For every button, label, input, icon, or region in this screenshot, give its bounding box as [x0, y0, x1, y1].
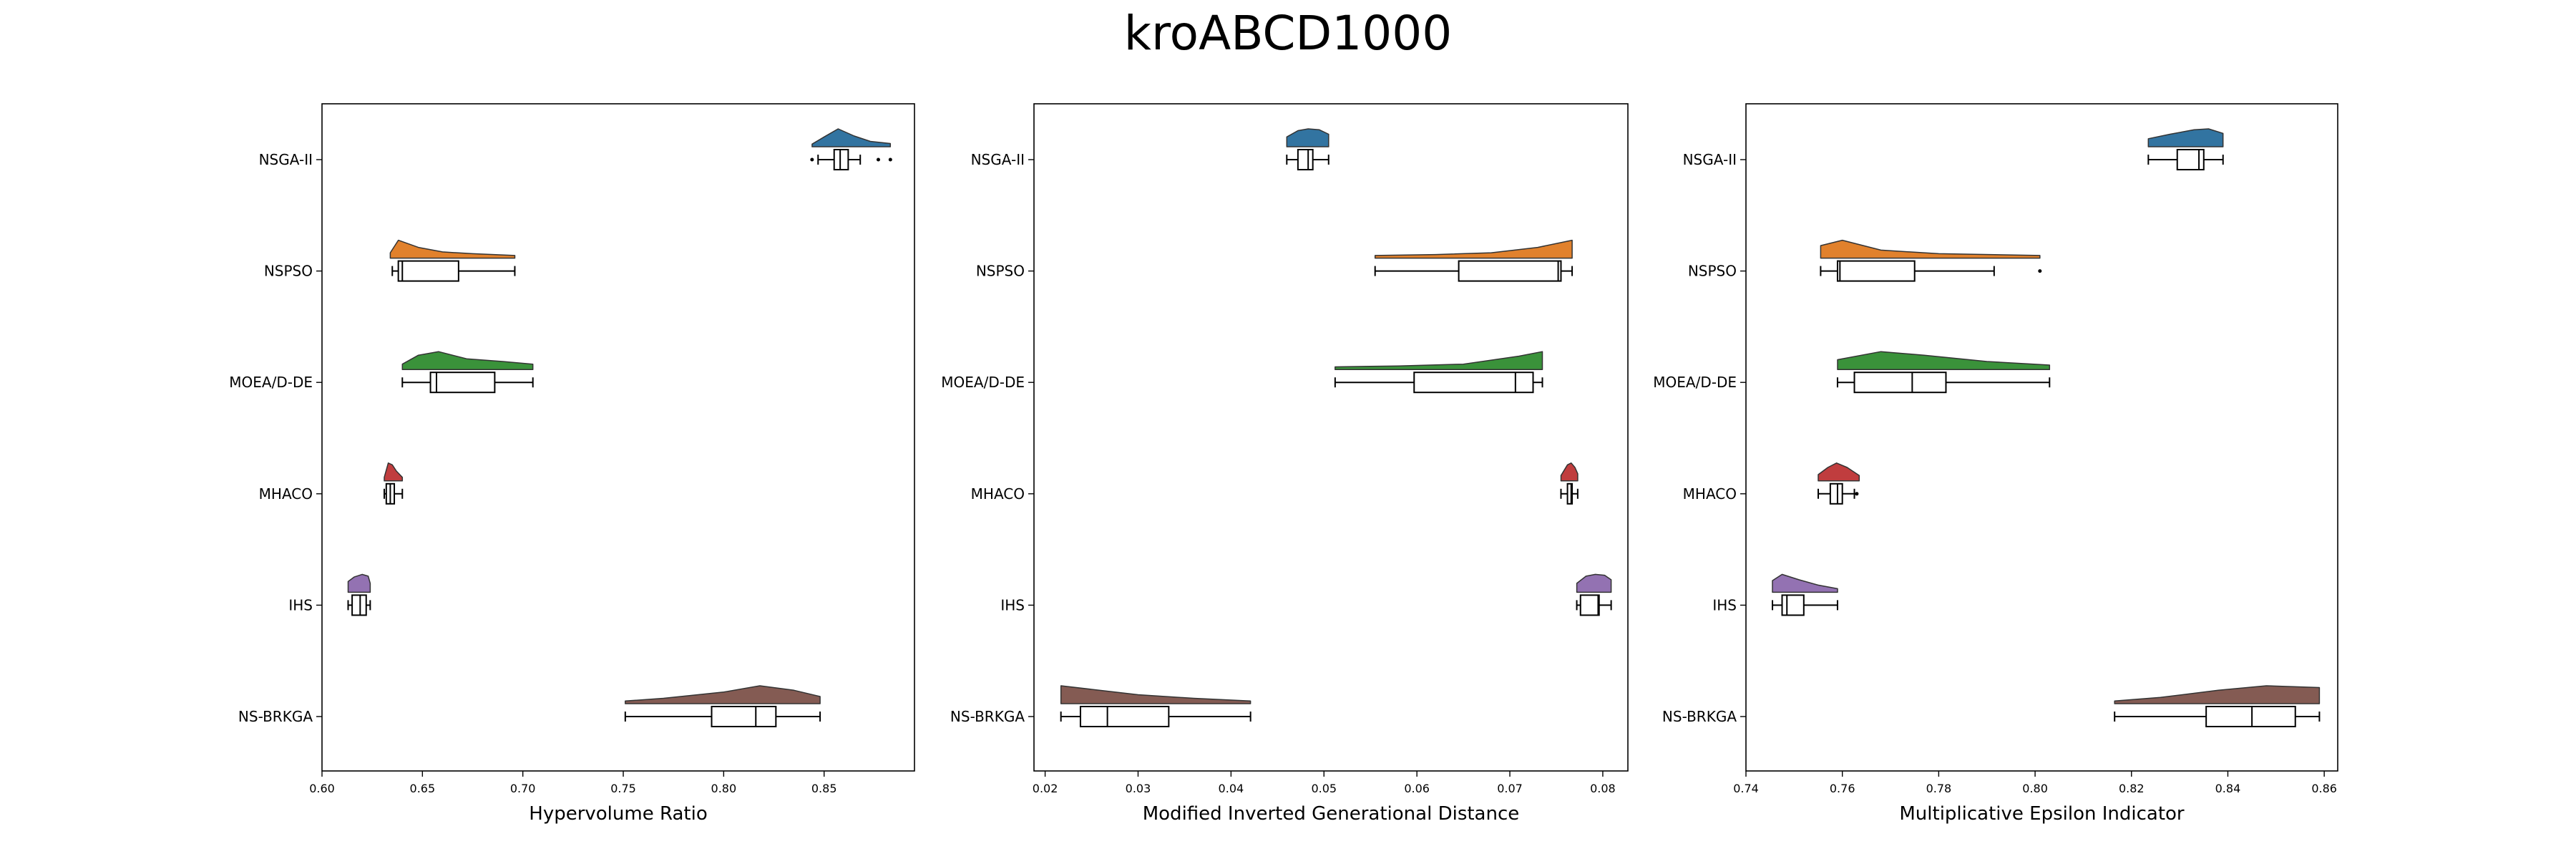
- x-tick-label: 0.02: [1033, 782, 1058, 795]
- y-tick-label: IHS: [1000, 596, 1025, 613]
- x-tick-label: 0.70: [510, 782, 536, 795]
- box-ns-brkga: [711, 706, 777, 727]
- outlier-point: [876, 157, 880, 162]
- cloud-nsga-ii: [811, 128, 892, 147]
- cloud-ns-brkga: [2114, 685, 2321, 704]
- y-tick-label: NSGA-II: [259, 151, 313, 168]
- y-tick-label: NSGA-II: [1683, 151, 1737, 168]
- cloud-ihs: [347, 573, 371, 593]
- y-tick-label: NSGA-II: [971, 151, 1025, 168]
- cloud-nsga-ii: [2147, 128, 2224, 147]
- box-moea-d-de: [1413, 372, 1534, 394]
- x-tick-label: 0.05: [1311, 782, 1337, 795]
- box-nsga-ii: [1297, 149, 1314, 170]
- box-ihs: [1781, 594, 1805, 616]
- x-tick-label: 0.84: [2215, 782, 2241, 795]
- x-tick-label: 0.76: [1830, 782, 1855, 795]
- cloud-nspso: [1820, 239, 2041, 259]
- y-tick-label: MOEA/D-DE: [941, 374, 1025, 391]
- x-tick-label: 0.80: [2022, 782, 2048, 795]
- y-tick-label: NSPSO: [976, 263, 1025, 280]
- x-tick-label: 0.07: [1497, 782, 1523, 795]
- y-tick-label: MOEA/D-DE: [1653, 374, 1737, 391]
- x-tick-label: 0.78: [1926, 782, 1952, 795]
- cloud-nspso: [1374, 239, 1573, 259]
- y-tick-label: MHACO: [1683, 485, 1737, 503]
- cloud-moea-d-de: [1837, 351, 2051, 370]
- x-tick-label: 0.03: [1126, 782, 1151, 795]
- y-tick-label: NSPSO: [1688, 263, 1737, 280]
- x-tick-label: 0.82: [2119, 782, 2145, 795]
- x-tick-label: 0.65: [410, 782, 436, 795]
- x-axis-label: Modified Inverted Generational Distance: [1143, 803, 1520, 825]
- cloud-mhaco: [1818, 462, 1860, 482]
- x-axis-label: Hypervolume Ratio: [529, 803, 707, 825]
- box-ihs: [1579, 594, 1600, 616]
- box-mhaco: [1566, 482, 1574, 505]
- cloud-moea-d-de: [401, 351, 534, 370]
- cloud-ihs: [1576, 573, 1612, 593]
- box-moea-d-de: [429, 372, 496, 394]
- box-moea-d-de: [1853, 372, 1947, 394]
- y-tick-label: NS-BRKGA: [950, 708, 1025, 725]
- plot-frame: [1745, 103, 2338, 772]
- outlier-point: [2038, 269, 2042, 273]
- box-mhaco: [1829, 482, 1843, 505]
- x-tick-label: 0.85: [811, 782, 837, 795]
- y-tick-label: MHACO: [971, 485, 1025, 503]
- y-tick-label: IHS: [288, 596, 313, 613]
- x-tick-label: 0.04: [1219, 782, 1244, 795]
- y-tick-label: NSPSO: [264, 263, 313, 280]
- chart-panel-2: 0.02 0.03 0.04 0.05 0.06 0.07 0.08 Modified Inv…: [941, 103, 1629, 825]
- x-tick-label: 0.75: [610, 782, 636, 795]
- cloud-ihs: [1772, 573, 1838, 593]
- cloud-mhaco: [384, 462, 404, 482]
- x-tick-label: 0.06: [1404, 782, 1430, 795]
- outlier-point: [1855, 492, 1859, 496]
- x-tick-label: 0.74: [1733, 782, 1759, 795]
- outlier-point: [888, 157, 892, 162]
- plot-frame: [1033, 103, 1629, 772]
- box-ns-brkga: [2205, 706, 2296, 727]
- cloud-ns-brkga: [625, 685, 821, 704]
- y-tick-label: NS-BRKGA: [238, 708, 313, 725]
- y-tick-label: IHS: [1712, 596, 1737, 613]
- y-tick-label: MOEA/D-DE: [229, 374, 313, 391]
- cloud-moea-d-de: [1335, 351, 1543, 370]
- cloud-nsga-ii: [1286, 128, 1330, 147]
- box-nsga-ii: [833, 149, 849, 170]
- x-tick-label: 0.60: [309, 782, 335, 795]
- box-ns-brkga: [1079, 706, 1170, 727]
- plot-frame: [321, 103, 915, 772]
- x-tick-label: 0.86: [2311, 782, 2337, 795]
- cloud-mhaco: [1560, 462, 1579, 482]
- x-tick-label: 0.80: [711, 782, 737, 795]
- x-axis-label: Multiplicative Epsilon Indicator: [1899, 803, 2185, 825]
- y-tick-label: NS-BRKGA: [1662, 708, 1737, 725]
- y-tick-label: MHACO: [259, 485, 313, 503]
- outlier-point: [810, 157, 814, 162]
- chart-panel-1: 0.60 0.65 0.70 0.75 0.80 0.85 Hypervolume Rati…: [229, 103, 915, 825]
- box-nspso: [1836, 260, 1916, 282]
- box-ihs: [351, 594, 367, 616]
- box-nspso: [1458, 260, 1562, 282]
- figure-title: kroABCD1000: [1123, 6, 1453, 61]
- box-nspso: [397, 260, 459, 282]
- chart-panel-3: 0.74 0.76 0.78 0.80 0.82 0.84 0.86 Multiplicati…: [1653, 103, 2338, 825]
- x-tick-label: 0.08: [1590, 782, 1616, 795]
- cloud-ns-brkga: [1060, 685, 1252, 704]
- box-nsga-ii: [2176, 149, 2205, 170]
- cloud-nspso: [389, 239, 516, 259]
